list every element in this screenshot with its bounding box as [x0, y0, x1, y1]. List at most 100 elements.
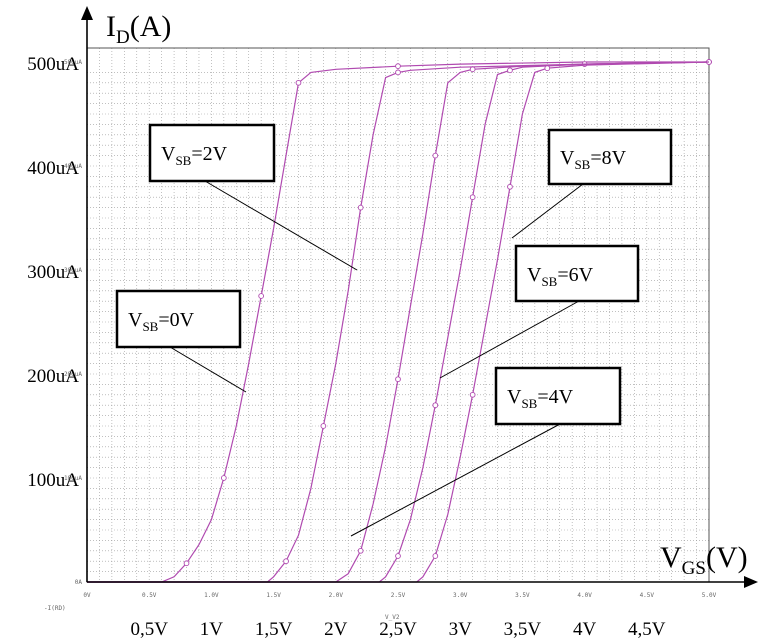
data-point — [395, 376, 401, 383]
sim-legend: -I(RD) — [44, 605, 66, 612]
annotation-subscript: SB — [521, 396, 537, 411]
chart-axes — [81, 6, 758, 588]
annotation-box — [514, 244, 640, 303]
sim-y-tick: 200uA — [64, 371, 82, 378]
annotation-leader — [350, 423, 561, 537]
chart-grid — [87, 48, 709, 582]
y-tick-label: 100uA — [27, 470, 79, 491]
annotation-value: =8V — [590, 147, 626, 169]
sim-x-tick: 1.0V — [204, 592, 219, 599]
chart-curves — [87, 59, 712, 583]
data-point — [469, 194, 476, 201]
series-line — [87, 61, 710, 583]
sim-x-tick: 4.5V — [640, 592, 655, 599]
sim-x-tick: 0V — [83, 592, 91, 599]
y-tick-labels: 500uA 400uA 300uA 200uA 100uA — [27, 54, 79, 491]
data-point — [507, 67, 513, 74]
data-point — [183, 560, 190, 567]
annotation-label: VSB=2V — [161, 143, 228, 168]
series-line — [87, 61, 710, 583]
annotation-label: VSB=8V — [560, 147, 627, 172]
annotation-symbol: V — [507, 386, 522, 408]
x-tick-label: 1V — [200, 619, 224, 640]
annotation-value: =6V — [557, 264, 593, 286]
sim-x-tick: 0.5V — [142, 592, 157, 599]
annotation-leader — [511, 183, 584, 239]
y-tick-label: 200uA — [27, 366, 79, 387]
annotation-symbol: V — [560, 147, 575, 169]
annotation-box — [148, 123, 276, 183]
data-point — [395, 553, 401, 559]
x-tick-labels: 0,5V 1V 1,5V 2V 2,5V 3V 3,5V 4V 4,5V — [130, 619, 665, 640]
x-tick-label: 2,5V — [379, 619, 417, 640]
annotation-subscript: SB — [175, 153, 191, 168]
annotation-value: =4V — [537, 386, 573, 408]
data-point — [395, 69, 401, 76]
y-axis-title: ID(A) — [106, 10, 171, 48]
annotation-leader — [169, 346, 247, 393]
sim-y-tick: 0A — [75, 579, 83, 586]
series-line — [87, 61, 710, 583]
series-line — [87, 61, 710, 583]
annotation-symbol: V — [128, 309, 143, 331]
x-tick-label: 0,5V — [130, 619, 168, 640]
sim-y-tick: 500uA — [64, 59, 82, 66]
data-point — [320, 423, 327, 429]
sim-x-tick: 5.0V — [702, 592, 717, 599]
x-axis-title: VGS(V) — [660, 541, 748, 579]
y-tick-label: 400uA — [27, 158, 79, 179]
annotation-leader — [439, 300, 580, 379]
annotation-symbol: V — [161, 143, 176, 165]
annotation-subscript: SB — [541, 274, 557, 289]
annotation-leader — [204, 180, 358, 271]
annotation-label: VSB=6V — [527, 264, 594, 289]
annotation-symbol: V — [527, 264, 542, 286]
data-point — [469, 391, 476, 398]
data-point — [432, 402, 439, 409]
annotation-subscript: SB — [142, 319, 158, 334]
data-point — [432, 152, 439, 159]
x-tick-label: 3V — [449, 619, 473, 640]
annotation-value: =2V — [191, 143, 227, 165]
data-point — [357, 547, 364, 554]
annotation-label: VSB=4V — [507, 386, 574, 411]
annotation-box — [115, 289, 242, 349]
x-tick-label: 3,5V — [504, 619, 542, 640]
sim-x-tick: 3.5V — [515, 592, 530, 599]
sim-x-tick: 4.0V — [577, 592, 592, 599]
sim-y-tick: 300uA — [64, 267, 82, 274]
data-point — [469, 66, 476, 73]
sim-x-tick: 2.0V — [329, 592, 344, 599]
x-tick-label: 1,5V — [255, 619, 293, 640]
simulator-tick-labels: 0V 0.5V 1.0V 1.5V 2.0V 2.5V 3.0V 3.5V 4.0V 4.5V 5.… — [64, 59, 717, 599]
y-tick-label: 300uA — [27, 262, 79, 283]
x-tick-label: 2V — [324, 619, 348, 640]
annotation-label: VSB=0V — [128, 309, 195, 334]
x-axis-arrow — [744, 576, 758, 588]
annotation-box — [494, 366, 622, 426]
annotation-box — [547, 128, 673, 186]
x-tick-label: 4,5V — [628, 619, 666, 640]
data-point — [283, 558, 289, 565]
annotation-subscript: SB — [574, 157, 590, 172]
data-point — [295, 79, 302, 86]
x-tick-label: 4V — [573, 619, 597, 640]
sim-x-caption: V_V2 — [385, 614, 400, 621]
data-point — [357, 204, 364, 211]
data-point — [432, 553, 439, 559]
sim-y-tick: 400uA — [64, 163, 82, 170]
sim-x-tick: 2.5V — [391, 592, 406, 599]
annotation-value: =0V — [158, 309, 194, 331]
y-axis-arrow — [81, 6, 93, 20]
sim-x-tick: 1.5V — [266, 592, 281, 599]
sim-y-tick: 100uA — [64, 475, 82, 482]
data-point — [220, 475, 227, 481]
data-point — [507, 183, 513, 190]
data-point — [544, 65, 551, 72]
y-tick-label: 500uA — [27, 54, 79, 75]
sim-x-tick: 3.0V — [453, 592, 468, 599]
data-point — [258, 293, 265, 299]
data-point — [395, 63, 401, 70]
